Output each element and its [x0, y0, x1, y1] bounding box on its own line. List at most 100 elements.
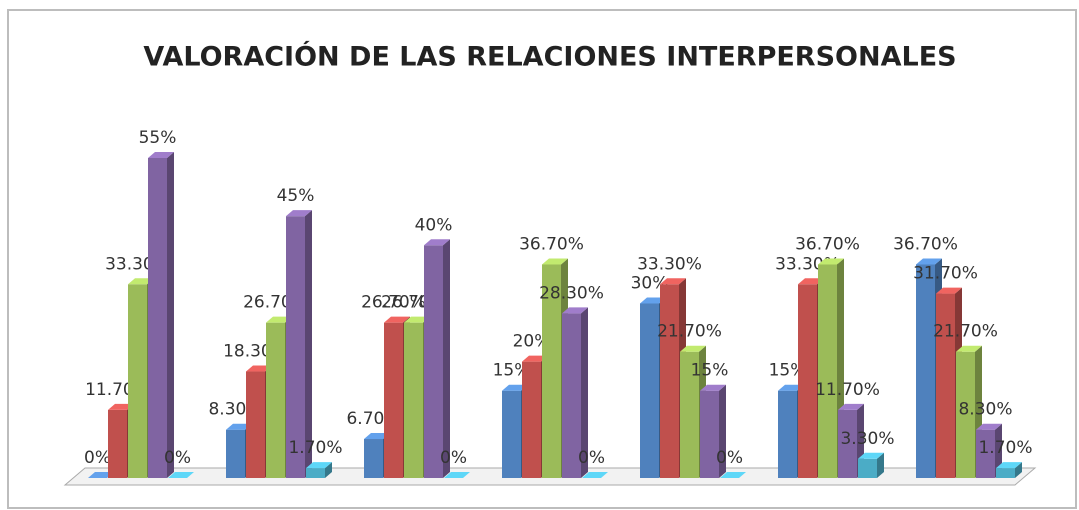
- data-label: 0%: [164, 448, 191, 468]
- bar-front: [976, 429, 995, 478]
- bar-side: [1015, 462, 1022, 478]
- bar-front: [384, 322, 403, 478]
- bar-front: [798, 284, 817, 478]
- bar-top: [168, 472, 194, 478]
- bar-top: [108, 403, 134, 410]
- bar-front: [286, 216, 305, 478]
- bar: [424, 239, 450, 478]
- bar: [858, 452, 884, 478]
- bar-side: [877, 452, 884, 478]
- bar-front: [266, 322, 285, 478]
- bar-top: [680, 345, 706, 352]
- bar-front: [916, 264, 935, 478]
- bar: [976, 423, 1002, 478]
- bar-top: [306, 462, 332, 469]
- bar-front: [148, 158, 167, 478]
- data-label: 36.70%: [519, 234, 584, 254]
- bar: [148, 152, 174, 478]
- data-label: 15%: [691, 361, 729, 381]
- bar-top: [818, 258, 844, 265]
- bar: [88, 472, 114, 478]
- bar-front: [522, 361, 541, 478]
- bar-top: [404, 316, 430, 323]
- bar-top: [976, 423, 1002, 430]
- data-label: 36.70%: [893, 234, 958, 254]
- bar-front: [502, 390, 521, 478]
- bar: [996, 462, 1022, 478]
- bar-front: [562, 313, 581, 478]
- bar-side: [305, 210, 312, 478]
- bar-side: [443, 239, 450, 478]
- bar-top: [660, 278, 686, 285]
- bar-top: [542, 258, 568, 265]
- bar-front: [542, 264, 561, 478]
- bar-front: [660, 284, 679, 478]
- bar-front: [226, 429, 245, 478]
- bar: [582, 472, 608, 478]
- bar-front: [858, 458, 877, 478]
- bar-side: [581, 307, 588, 478]
- data-label: 15%: [493, 361, 531, 381]
- data-label: 21.70%: [657, 322, 722, 342]
- data-label: 15%: [769, 361, 807, 381]
- data-label: 28.30%: [539, 283, 604, 303]
- bar-top: [936, 287, 962, 294]
- bar-top: [640, 297, 666, 304]
- bar-top: [838, 403, 864, 410]
- data-label: 21.70%: [933, 322, 998, 342]
- bar-front: [404, 322, 423, 478]
- bar-front: [956, 351, 975, 478]
- bar-top: [858, 452, 884, 459]
- data-label: 55%: [139, 128, 177, 148]
- bar-top: [916, 258, 942, 265]
- data-label: 45%: [277, 186, 315, 206]
- bar-front: [680, 351, 699, 478]
- bar-top: [364, 433, 390, 440]
- data-label: 36.70%: [795, 234, 860, 254]
- data-label: 0%: [716, 448, 743, 468]
- bar-top: [424, 239, 450, 246]
- bar-front: [364, 439, 383, 478]
- data-label: 40%: [415, 215, 453, 235]
- bar-top: [88, 472, 114, 478]
- bar-top: [226, 423, 252, 430]
- bar-top: [582, 472, 608, 478]
- bar: [838, 403, 864, 478]
- bar-top: [148, 152, 174, 158]
- data-label: 0%: [84, 448, 111, 468]
- bar-top: [128, 278, 154, 285]
- bar-front: [936, 293, 955, 478]
- bar-top: [956, 345, 982, 352]
- bar-top: [996, 462, 1022, 469]
- bar-front: [246, 371, 265, 478]
- bar: [306, 462, 332, 478]
- bar-front: [818, 264, 837, 478]
- bar-front: [838, 409, 857, 478]
- bar-side: [167, 152, 174, 478]
- data-label: 0%: [578, 448, 605, 468]
- bar-top: [384, 316, 410, 323]
- bar-front: [306, 468, 325, 478]
- bar-top: [562, 307, 588, 314]
- chart-title: VALORACIÓN DE LAS RELACIONES INTERPERSON…: [143, 41, 956, 73]
- bar-top: [720, 472, 746, 478]
- data-label: 26.70%: [361, 293, 426, 313]
- data-label: 33.30%: [637, 254, 702, 274]
- data-label: 0%: [440, 448, 467, 468]
- bar-side: [995, 423, 1002, 478]
- bar-side: [719, 384, 726, 478]
- bar-top: [778, 384, 804, 391]
- bar-top: [798, 278, 824, 285]
- data-label: 31.70%: [913, 264, 978, 284]
- data-label: 11.70%: [815, 380, 880, 400]
- bar-front: [424, 245, 443, 478]
- data-label: 8.30%: [958, 400, 1012, 420]
- bar-front: [778, 390, 797, 478]
- bar-top: [522, 355, 548, 362]
- bar-front: [996, 468, 1015, 478]
- bar: [444, 472, 470, 478]
- bar-top: [266, 316, 292, 323]
- bar-front: [108, 409, 127, 478]
- data-label: 30%: [631, 273, 669, 293]
